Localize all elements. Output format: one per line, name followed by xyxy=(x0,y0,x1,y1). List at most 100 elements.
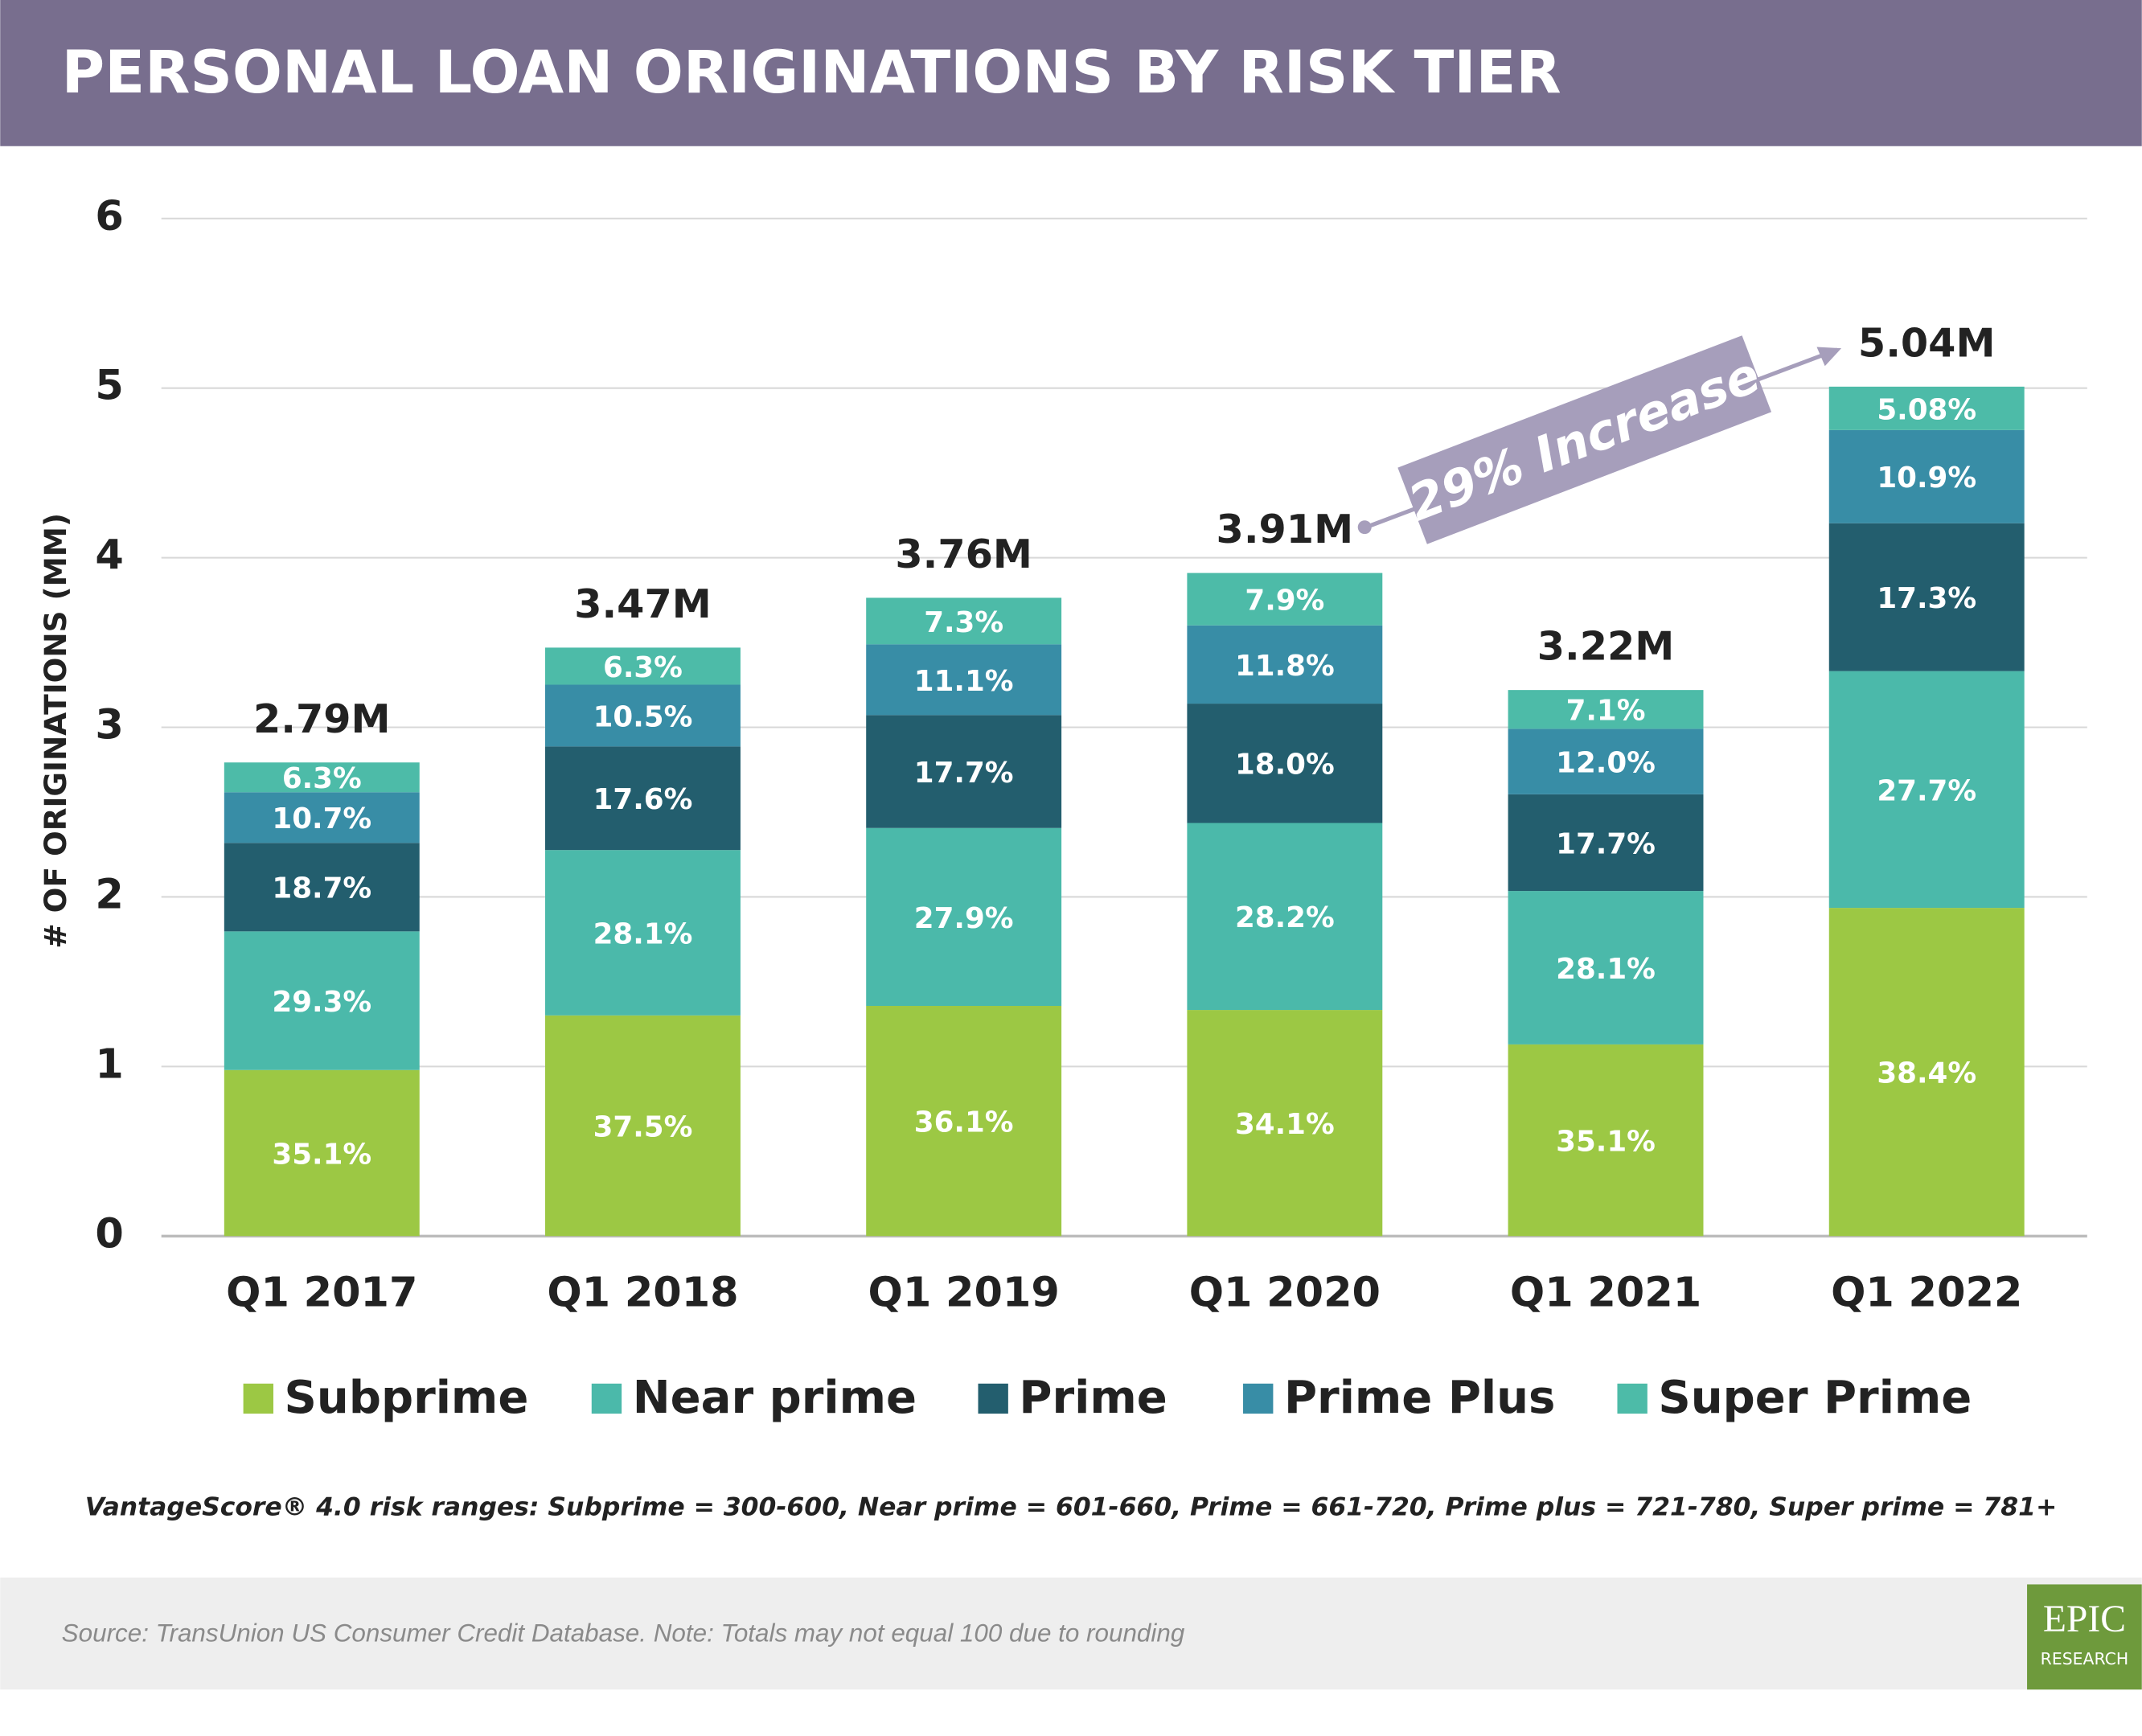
data-label: 7.9% xyxy=(1245,585,1324,618)
annotation: 29% Increase xyxy=(1397,335,1772,544)
bar-segment xyxy=(1828,908,2025,1237)
y-tick-label: 3 xyxy=(95,702,123,749)
source: Source: TransUnion US Consumer Credit Da… xyxy=(62,1619,1185,1648)
annotation-text: 29% Increase xyxy=(1401,347,1768,532)
total-label: 3.22M xyxy=(1537,623,1675,670)
annotation-dot xyxy=(1357,520,1372,535)
bar-segment xyxy=(224,762,420,793)
bar-segment xyxy=(1508,690,1704,729)
y-tick-label: 0 xyxy=(95,1210,123,1258)
data-label: 10.5% xyxy=(593,700,693,733)
data-label: 36.1% xyxy=(914,1106,1014,1139)
data-label: 17.3% xyxy=(1877,582,1976,615)
bar-segment xyxy=(1187,823,1383,1011)
data-label: 5.08% xyxy=(1877,393,1976,426)
bar-segment xyxy=(545,1015,741,1237)
x-tick-label: Q1 2019 xyxy=(868,1269,1060,1316)
data-label: 12.0% xyxy=(1556,747,1656,780)
x-tick-label: Q1 2021 xyxy=(1510,1269,1701,1316)
data-label: 17.6% xyxy=(593,783,693,816)
data-label: 10.9% xyxy=(1877,462,1976,495)
x-tick-label: Q1 2020 xyxy=(1189,1269,1381,1316)
x-tick-label: Q1 2022 xyxy=(1831,1269,2022,1316)
bar-segment xyxy=(545,850,741,1016)
bar-segment xyxy=(1508,1044,1704,1237)
data-label: 17.7% xyxy=(1556,827,1656,860)
data-label: 34.1% xyxy=(1235,1108,1335,1141)
y-tick-label: 1 xyxy=(95,1040,123,1088)
chart-title: PERSONAL LOAN ORIGINATIONS BY RISK TIER xyxy=(62,39,1561,107)
legend-swatch xyxy=(243,1383,273,1414)
bar-segment xyxy=(1187,625,1383,704)
grid xyxy=(161,217,2087,1237)
bar-segment xyxy=(866,1005,1062,1237)
bar-segment xyxy=(1828,671,2025,909)
bar-segment xyxy=(545,746,741,851)
legend-swatch xyxy=(1243,1383,1274,1414)
data-label: 28.2% xyxy=(1235,901,1335,934)
bar-segment xyxy=(1187,573,1383,626)
total-label: 3.47M xyxy=(574,581,712,627)
logo-title: EPIC xyxy=(2043,1599,2126,1640)
data-label: 28.1% xyxy=(1556,953,1656,986)
legend-label: Subprime xyxy=(285,1372,529,1424)
legend-label: Near prime xyxy=(633,1372,917,1424)
data-label: 17.7% xyxy=(914,757,1014,790)
total-label: 5.04M xyxy=(1858,319,1996,366)
data-label: 27.7% xyxy=(1877,774,1976,807)
header-band xyxy=(0,0,2142,146)
y-tick-label: 5 xyxy=(95,363,123,410)
bar-segment xyxy=(224,1069,420,1237)
source-band xyxy=(0,1577,2142,1690)
data-label: 37.5% xyxy=(593,1110,693,1143)
data-label: 11.8% xyxy=(1235,650,1335,683)
legend-label: Super Prime xyxy=(1658,1372,1972,1424)
annotation-box xyxy=(1397,335,1772,544)
x-tick-label: Q1 2017 xyxy=(226,1269,417,1316)
bar-segment xyxy=(866,597,1062,645)
bar-segment xyxy=(1828,386,2025,430)
bar-segment xyxy=(224,792,420,843)
y-tick-label: 2 xyxy=(95,871,123,918)
y-tick-label: 4 xyxy=(95,532,123,580)
bar-segment xyxy=(866,715,1062,828)
data-label: 28.1% xyxy=(593,917,693,950)
data-label: 18.7% xyxy=(272,872,371,905)
bar-segment xyxy=(866,827,1062,1006)
legend-swatch xyxy=(978,1383,1008,1414)
total-label: 3.91M xyxy=(1217,506,1354,552)
data-label: 18.0% xyxy=(1235,749,1335,782)
data-label: 29.3% xyxy=(272,986,371,1019)
legend-swatch xyxy=(591,1383,622,1414)
bar-segment xyxy=(1828,429,2025,523)
footnote: VantageScore® 4.0 risk ranges: Subprime … xyxy=(85,1492,2058,1521)
data-label: 6.3% xyxy=(282,762,362,795)
data-label: 11.1% xyxy=(914,665,1014,698)
logo-subtitle: RESEARCH xyxy=(2041,1649,2128,1668)
bar-segment xyxy=(1508,728,1704,794)
data-label: 38.4% xyxy=(1877,1057,1976,1090)
bar-segment xyxy=(866,644,1062,716)
bar-segment xyxy=(545,684,741,747)
logo-box xyxy=(2027,1584,2142,1690)
data-label: 6.3% xyxy=(603,651,683,684)
bar-segment xyxy=(1508,794,1704,892)
bar-segment xyxy=(1828,523,2025,671)
data-label: 10.7% xyxy=(272,802,371,835)
total-label: 3.76M xyxy=(895,531,1032,577)
legend-swatch xyxy=(1617,1383,1648,1414)
data-label: 35.1% xyxy=(1556,1125,1656,1158)
data-label: 7.3% xyxy=(924,606,1003,639)
annotation-arrowhead xyxy=(1816,347,1842,367)
legend-label: Prime xyxy=(1019,1372,1167,1424)
bar-segment xyxy=(1508,891,1704,1044)
data-label: 35.1% xyxy=(272,1138,371,1171)
data-label: 7.1% xyxy=(1566,695,1646,728)
bar-segment xyxy=(545,647,741,685)
bar-segment xyxy=(224,843,420,932)
x-tick-label: Q1 2018 xyxy=(547,1269,738,1316)
y-tick-label: 6 xyxy=(95,193,123,240)
bar-segment xyxy=(1187,704,1383,823)
total-label: 2.79M xyxy=(253,696,391,742)
